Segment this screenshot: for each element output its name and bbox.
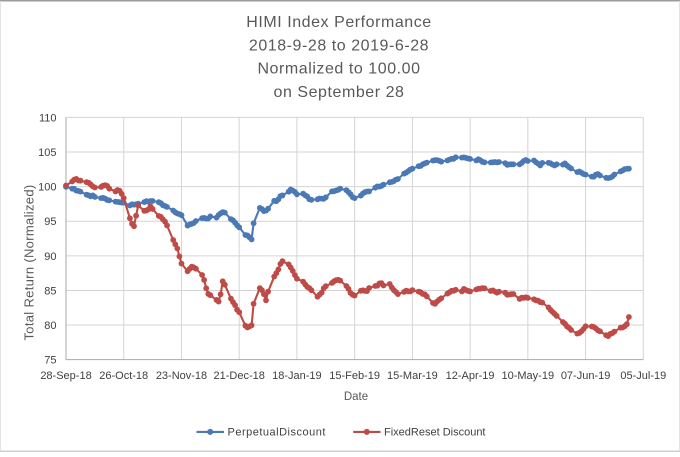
svg-text:80: 80 (44, 320, 56, 332)
svg-text:Total Return (Normalized): Total Return (Normalized) (22, 184, 37, 340)
svg-text:FixedReset Discount: FixedReset Discount (384, 427, 486, 439)
svg-text:Normalized to 100.00: Normalized to 100.00 (257, 61, 420, 78)
svg-text:90: 90 (44, 251, 56, 263)
svg-text:21-Dec-18: 21-Dec-18 (214, 370, 265, 382)
svg-text:10-May-19: 10-May-19 (502, 370, 555, 382)
svg-text:23-Nov-18: 23-Nov-18 (156, 370, 207, 382)
svg-text:05-Jul-19: 05-Jul-19 (620, 370, 666, 382)
svg-text:HIMI Index Performance: HIMI Index Performance (246, 14, 432, 31)
svg-text:PerpetualDiscount: PerpetualDiscount (228, 427, 326, 439)
svg-text:95: 95 (44, 216, 56, 228)
svg-text:15-Feb-19: 15-Feb-19 (329, 370, 380, 382)
svg-text:28-Sep-18: 28-Sep-18 (40, 370, 91, 382)
svg-text:75: 75 (44, 355, 56, 367)
svg-text:12-Apr-19: 12-Apr-19 (446, 370, 495, 382)
svg-text:105: 105 (38, 147, 56, 159)
svg-text:07-Jun-19: 07-Jun-19 (561, 370, 611, 382)
svg-text:15-Mar-19: 15-Mar-19 (387, 370, 438, 382)
svg-text:110: 110 (39, 112, 57, 124)
svg-text:Date: Date (344, 391, 368, 403)
svg-text:18-Jan-19: 18-Jan-19 (272, 370, 322, 382)
svg-text:26-Oct-18: 26-Oct-18 (99, 370, 148, 382)
svg-text:2018-9-28 to 2019-6-28: 2018-9-28 to 2019-6-28 (249, 37, 429, 54)
svg-text:on September 28: on September 28 (274, 84, 405, 101)
svg-text:100: 100 (38, 182, 56, 194)
svg-text:85: 85 (44, 285, 56, 297)
